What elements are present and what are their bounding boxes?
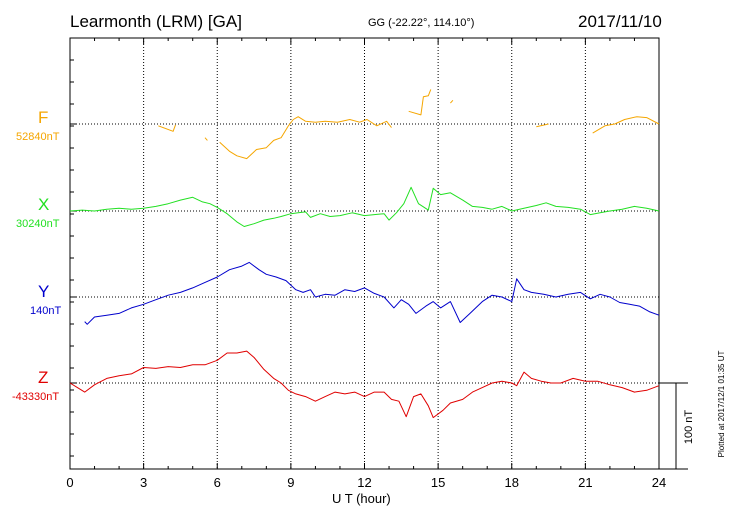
series-line-z: [69, 350, 660, 419]
series-line-f: [536, 123, 549, 128]
x-tick-label: 6: [214, 475, 221, 490]
date-label: 2017/11/10: [578, 12, 662, 31]
series-name-z: Z: [38, 368, 49, 387]
coordinates-label: GG (-22.22°, 114.10°): [368, 17, 475, 29]
series-line-f: [158, 124, 176, 132]
x-axis-label: U T (hour): [332, 491, 391, 506]
scale-bar-label: 100 nT: [683, 410, 695, 445]
series-line-f: [204, 137, 208, 141]
x-tick-label: 12: [357, 475, 371, 490]
series-line-f: [592, 116, 660, 134]
x-tick-label: 18: [505, 475, 519, 490]
series-line-y: [84, 261, 660, 325]
station-title: Learmonth (LRM) [GA]: [70, 12, 242, 31]
x-tick-label: 3: [140, 475, 147, 490]
series-line-f: [408, 89, 432, 116]
baseline-label-y: 140nT: [30, 305, 62, 317]
baseline-label-z: -43330nT: [12, 391, 60, 403]
series-name-y: Y: [38, 282, 50, 301]
baseline-label-f: 52840nT: [16, 131, 60, 143]
series-line-x: [69, 186, 660, 227]
x-tick-label: 15: [431, 475, 445, 490]
series-line-f: [219, 116, 392, 160]
x-tick-label: 0: [66, 475, 73, 490]
series-name-f: F: [38, 108, 49, 127]
x-tick-label: 21: [578, 475, 592, 490]
x-tick-label: 24: [652, 475, 666, 490]
series-name-x: X: [38, 195, 50, 214]
plotted-timestamp: Plotted at 2017/12/1 01:35 UT: [717, 351, 726, 458]
x-tick-label: 9: [287, 475, 294, 490]
series-line-f: [450, 99, 454, 104]
baseline-label-x: 30240nT: [16, 218, 60, 230]
